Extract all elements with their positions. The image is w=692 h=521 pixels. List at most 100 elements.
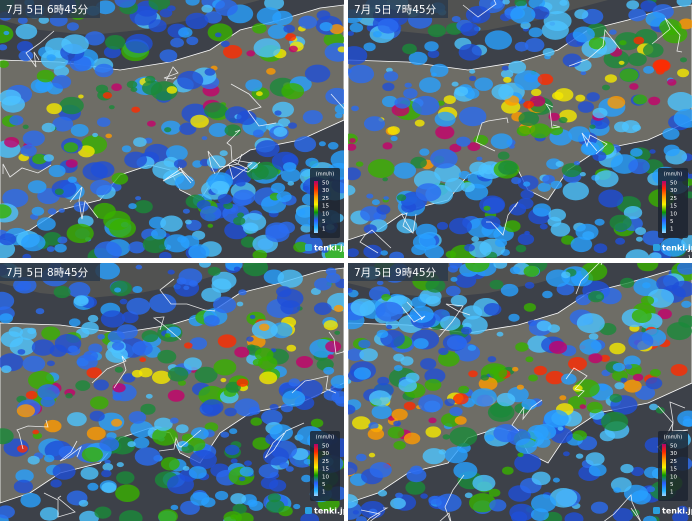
rain-echo xyxy=(44,454,55,463)
rain-echo xyxy=(366,193,374,199)
rain-echo xyxy=(490,133,513,149)
rain-echo xyxy=(537,73,554,85)
rain-echo xyxy=(107,330,125,343)
rain-echo xyxy=(151,228,167,240)
rain-echo xyxy=(176,424,189,434)
rain-echo xyxy=(160,215,183,232)
rain-echo xyxy=(32,153,47,165)
rain-echo xyxy=(270,182,286,193)
prefecture-border xyxy=(16,419,49,450)
rain-echo xyxy=(649,149,656,154)
rain-echo xyxy=(170,504,179,511)
rain-echo xyxy=(41,122,56,133)
rain-echo xyxy=(158,509,178,521)
legend-level: 50 xyxy=(670,181,677,187)
rain-echo xyxy=(681,300,692,308)
rain-echo xyxy=(403,401,416,411)
rain-echo xyxy=(164,127,172,133)
rain-echo xyxy=(352,416,371,430)
rain-echo xyxy=(207,23,233,42)
rain-echo xyxy=(628,158,650,175)
rain-echo xyxy=(348,167,361,181)
rain-echo xyxy=(15,469,34,483)
rain-echo xyxy=(237,212,245,218)
rain-echo xyxy=(525,356,534,363)
rain-echo xyxy=(115,484,140,502)
time-label-bg xyxy=(348,263,448,281)
rain-echo xyxy=(53,65,70,77)
rain-echo xyxy=(141,330,159,343)
rain-echo xyxy=(281,168,301,183)
panel-content xyxy=(348,263,692,521)
rain-echo xyxy=(383,196,389,201)
legend-level: 30 xyxy=(670,451,677,457)
rain-echo xyxy=(623,379,642,393)
rain-echo xyxy=(104,459,111,465)
rain-echo xyxy=(648,252,662,258)
prefecture-border xyxy=(360,507,389,521)
rain-echo xyxy=(483,303,502,316)
rain-echo xyxy=(334,330,341,335)
rain-echo xyxy=(220,378,227,383)
rain-echo xyxy=(564,512,584,521)
rain-echo xyxy=(230,458,238,464)
rain-echo xyxy=(176,277,187,285)
rain-echo xyxy=(590,501,609,514)
rain-echo xyxy=(112,394,122,401)
rain-echo xyxy=(657,308,672,320)
rain-echo xyxy=(408,51,428,66)
rain-echo xyxy=(68,318,81,327)
rain-echo xyxy=(305,157,319,168)
rain-echo xyxy=(531,471,551,486)
rain-echo xyxy=(174,175,195,190)
rain-echo xyxy=(27,455,40,465)
rain-echo xyxy=(128,203,137,210)
rain-echo xyxy=(391,408,408,421)
rain-echo xyxy=(464,492,473,499)
rain-echo xyxy=(263,446,289,466)
prefecture-border xyxy=(226,129,249,170)
rain-echo xyxy=(35,308,45,315)
rain-echo xyxy=(469,69,476,74)
rain-echo xyxy=(208,123,229,137)
prefecture-border xyxy=(581,132,608,155)
rain-echo xyxy=(510,5,536,24)
time-label: 7月 5日 7時45分 xyxy=(354,4,437,16)
rain-echo xyxy=(81,321,99,335)
rain-echo xyxy=(655,68,665,75)
rain-echo xyxy=(27,180,47,194)
rain-echo xyxy=(121,145,132,153)
rain-echo xyxy=(130,420,154,438)
prefecture-border xyxy=(228,159,261,180)
rain-echo xyxy=(236,301,244,307)
rain-echo xyxy=(134,200,153,214)
rain-echo xyxy=(387,426,405,439)
rain-echo xyxy=(52,116,74,132)
rain-echo xyxy=(637,263,659,272)
rain-echo xyxy=(396,218,418,234)
rain-echo xyxy=(456,136,471,147)
rain-echo xyxy=(211,271,237,290)
rain-echo xyxy=(580,141,600,156)
rain-echo xyxy=(152,427,178,446)
rain-echo xyxy=(52,463,76,480)
rain-echo xyxy=(152,160,179,179)
rain-echo xyxy=(438,347,449,356)
rain-echo xyxy=(585,452,605,466)
rain-echo xyxy=(95,263,120,280)
rain-echo xyxy=(302,110,323,125)
rain-echo xyxy=(348,379,352,384)
rain-echo xyxy=(458,44,482,61)
rain-echo xyxy=(502,466,514,475)
rain-echo xyxy=(30,78,51,94)
rain-echo xyxy=(256,7,282,25)
rain-echo xyxy=(9,115,24,126)
rain-echo xyxy=(348,461,358,476)
rain-echo xyxy=(643,515,657,521)
rain-echo xyxy=(612,508,633,521)
rain-echo xyxy=(201,399,224,415)
rain-echo xyxy=(395,492,403,499)
rain-echo xyxy=(75,380,91,391)
rain-echo xyxy=(542,290,553,299)
